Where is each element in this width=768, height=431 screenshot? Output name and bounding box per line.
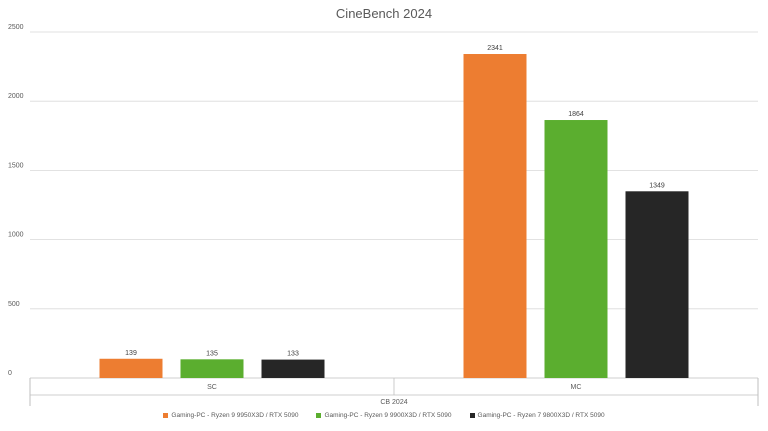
y-tick-label: 500 (8, 301, 20, 308)
legend-item: Gaming-PC - Ryzen 9 9900X3D / RTX 5090 (316, 412, 452, 419)
bar (261, 359, 325, 378)
data-label: 1349 (649, 182, 665, 189)
x-group-label: CB 2024 (380, 399, 407, 406)
y-tick-label: 2500 (8, 24, 24, 31)
y-tick-label: 1000 (8, 232, 24, 239)
chart-legend: Gaming-PC - Ryzen 9 9950X3D / RTX 5090 Ga… (0, 412, 768, 419)
x-category-label: MC (571, 384, 582, 391)
legend-item: Gaming-PC - Ryzen 7 9800X3D / RTX 5090 (469, 412, 605, 419)
bar (180, 359, 244, 378)
chart-title: CineBench 2024 (335, 6, 433, 21)
y-tick-label: 2000 (8, 93, 24, 100)
bar (625, 191, 689, 378)
legend-swatch (316, 413, 322, 418)
y-tick-label: 0 (8, 370, 12, 377)
legend-swatch (163, 413, 169, 418)
x-category-label: SC (207, 384, 217, 391)
data-label: 133 (287, 351, 299, 358)
bar (544, 120, 608, 378)
data-label: 1864 (568, 111, 584, 118)
data-label: 139 (125, 350, 137, 357)
bar (463, 54, 527, 378)
legend-label: Gaming-PC - Ryzen 9 9950X3D / RTX 5090 (171, 412, 299, 419)
y-tick-label: 1500 (8, 162, 24, 169)
legend-item: Gaming-PC - Ryzen 9 9950X3D / RTX 5090 (163, 412, 298, 419)
legend-swatch (469, 413, 475, 418)
data-label: 135 (206, 350, 218, 357)
legend-label: Gaming-PC - Ryzen 9 9900X3D / RTX 5090 (324, 412, 452, 419)
data-label: 2341 (487, 45, 503, 52)
legend-label: Gaming-PC - Ryzen 7 9800X3D / RTX 5090 (477, 412, 605, 419)
bar (99, 358, 163, 378)
